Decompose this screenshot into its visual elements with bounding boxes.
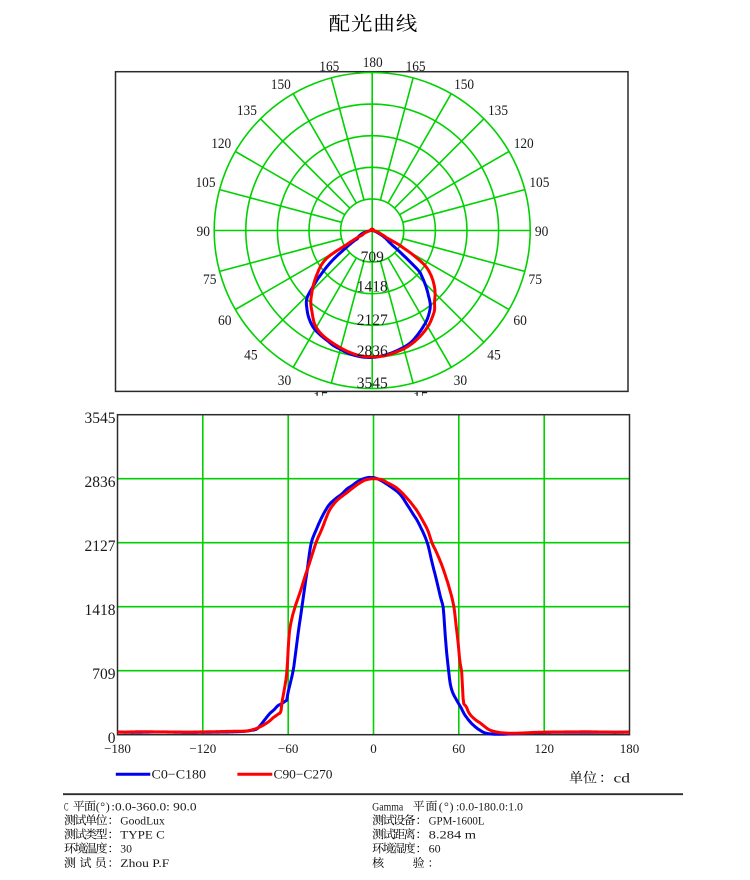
svg-text:165: 165 bbox=[319, 59, 339, 75]
svg-text:30: 30 bbox=[454, 373, 468, 389]
svg-text:(: ( bbox=[439, 799, 443, 813]
svg-text:GoodLux: GoodLux bbox=[120, 813, 165, 827]
svg-text:150: 150 bbox=[454, 77, 474, 93]
svg-text:(: ( bbox=[96, 799, 100, 813]
svg-text::0.0-360.0: 90.0: :0.0-360.0: 90.0 bbox=[111, 799, 196, 813]
svg-text:C90−C270: C90−C270 bbox=[274, 767, 333, 782]
svg-text:180: 180 bbox=[620, 741, 640, 756]
svg-text:60: 60 bbox=[452, 741, 465, 756]
svg-text:3545: 3545 bbox=[357, 375, 388, 392]
svg-text:60: 60 bbox=[429, 842, 441, 856]
svg-text::0.0-180.0:1.0: :0.0-180.0:1.0 bbox=[456, 799, 523, 813]
svg-text:−180: −180 bbox=[104, 741, 131, 756]
svg-text:150: 150 bbox=[271, 77, 291, 93]
svg-text:60: 60 bbox=[218, 313, 232, 329]
svg-text:90: 90 bbox=[197, 224, 211, 240]
svg-text:2127: 2127 bbox=[85, 538, 116, 555]
svg-text:8.284 m: 8.284 m bbox=[429, 827, 477, 841]
svg-text:0: 0 bbox=[370, 741, 377, 756]
svg-text:cd: cd bbox=[614, 772, 631, 787]
svg-text:2836: 2836 bbox=[357, 343, 388, 360]
svg-text:2127: 2127 bbox=[357, 312, 388, 329]
svg-text:120: 120 bbox=[534, 741, 554, 756]
svg-text:45: 45 bbox=[487, 347, 501, 363]
svg-text:−120: −120 bbox=[189, 741, 216, 756]
svg-text:60: 60 bbox=[513, 313, 527, 329]
svg-text:135: 135 bbox=[488, 103, 508, 119]
svg-text:1418: 1418 bbox=[357, 278, 388, 295]
svg-text:165: 165 bbox=[406, 59, 426, 75]
svg-text:120: 120 bbox=[211, 136, 231, 152]
svg-text:120: 120 bbox=[514, 136, 534, 152]
svg-text:75: 75 bbox=[528, 272, 542, 288]
svg-text:709: 709 bbox=[92, 666, 116, 683]
svg-text:105: 105 bbox=[529, 175, 549, 191]
svg-text:C: C bbox=[64, 799, 69, 813]
svg-text:3545: 3545 bbox=[85, 410, 116, 427]
svg-text:): ) bbox=[450, 799, 454, 813]
svg-text:TYPE C: TYPE C bbox=[120, 827, 165, 841]
svg-text:180: 180 bbox=[363, 55, 383, 71]
svg-text:Gamma: Gamma bbox=[372, 799, 404, 813]
svg-text:0: 0 bbox=[108, 730, 116, 747]
svg-text:709: 709 bbox=[361, 249, 385, 266]
svg-text:): ) bbox=[106, 799, 110, 813]
svg-text:105: 105 bbox=[196, 175, 216, 191]
svg-text:30: 30 bbox=[278, 373, 292, 389]
svg-text:90: 90 bbox=[535, 224, 549, 240]
svg-text:Zhou P.F: Zhou P.F bbox=[120, 856, 169, 870]
svg-text:75: 75 bbox=[203, 272, 217, 288]
svg-text:GPM-1600L: GPM-1600L bbox=[429, 813, 485, 827]
svg-text:2836: 2836 bbox=[85, 474, 116, 491]
svg-text:45: 45 bbox=[244, 347, 258, 363]
svg-text:135: 135 bbox=[237, 103, 257, 119]
svg-text:1418: 1418 bbox=[85, 602, 116, 619]
svg-text:°: ° bbox=[100, 799, 105, 813]
svg-text:30: 30 bbox=[120, 842, 132, 856]
svg-text:°: ° bbox=[444, 799, 449, 813]
svg-text:−60: −60 bbox=[278, 741, 298, 756]
svg-text:C0−C180: C0−C180 bbox=[152, 767, 207, 782]
